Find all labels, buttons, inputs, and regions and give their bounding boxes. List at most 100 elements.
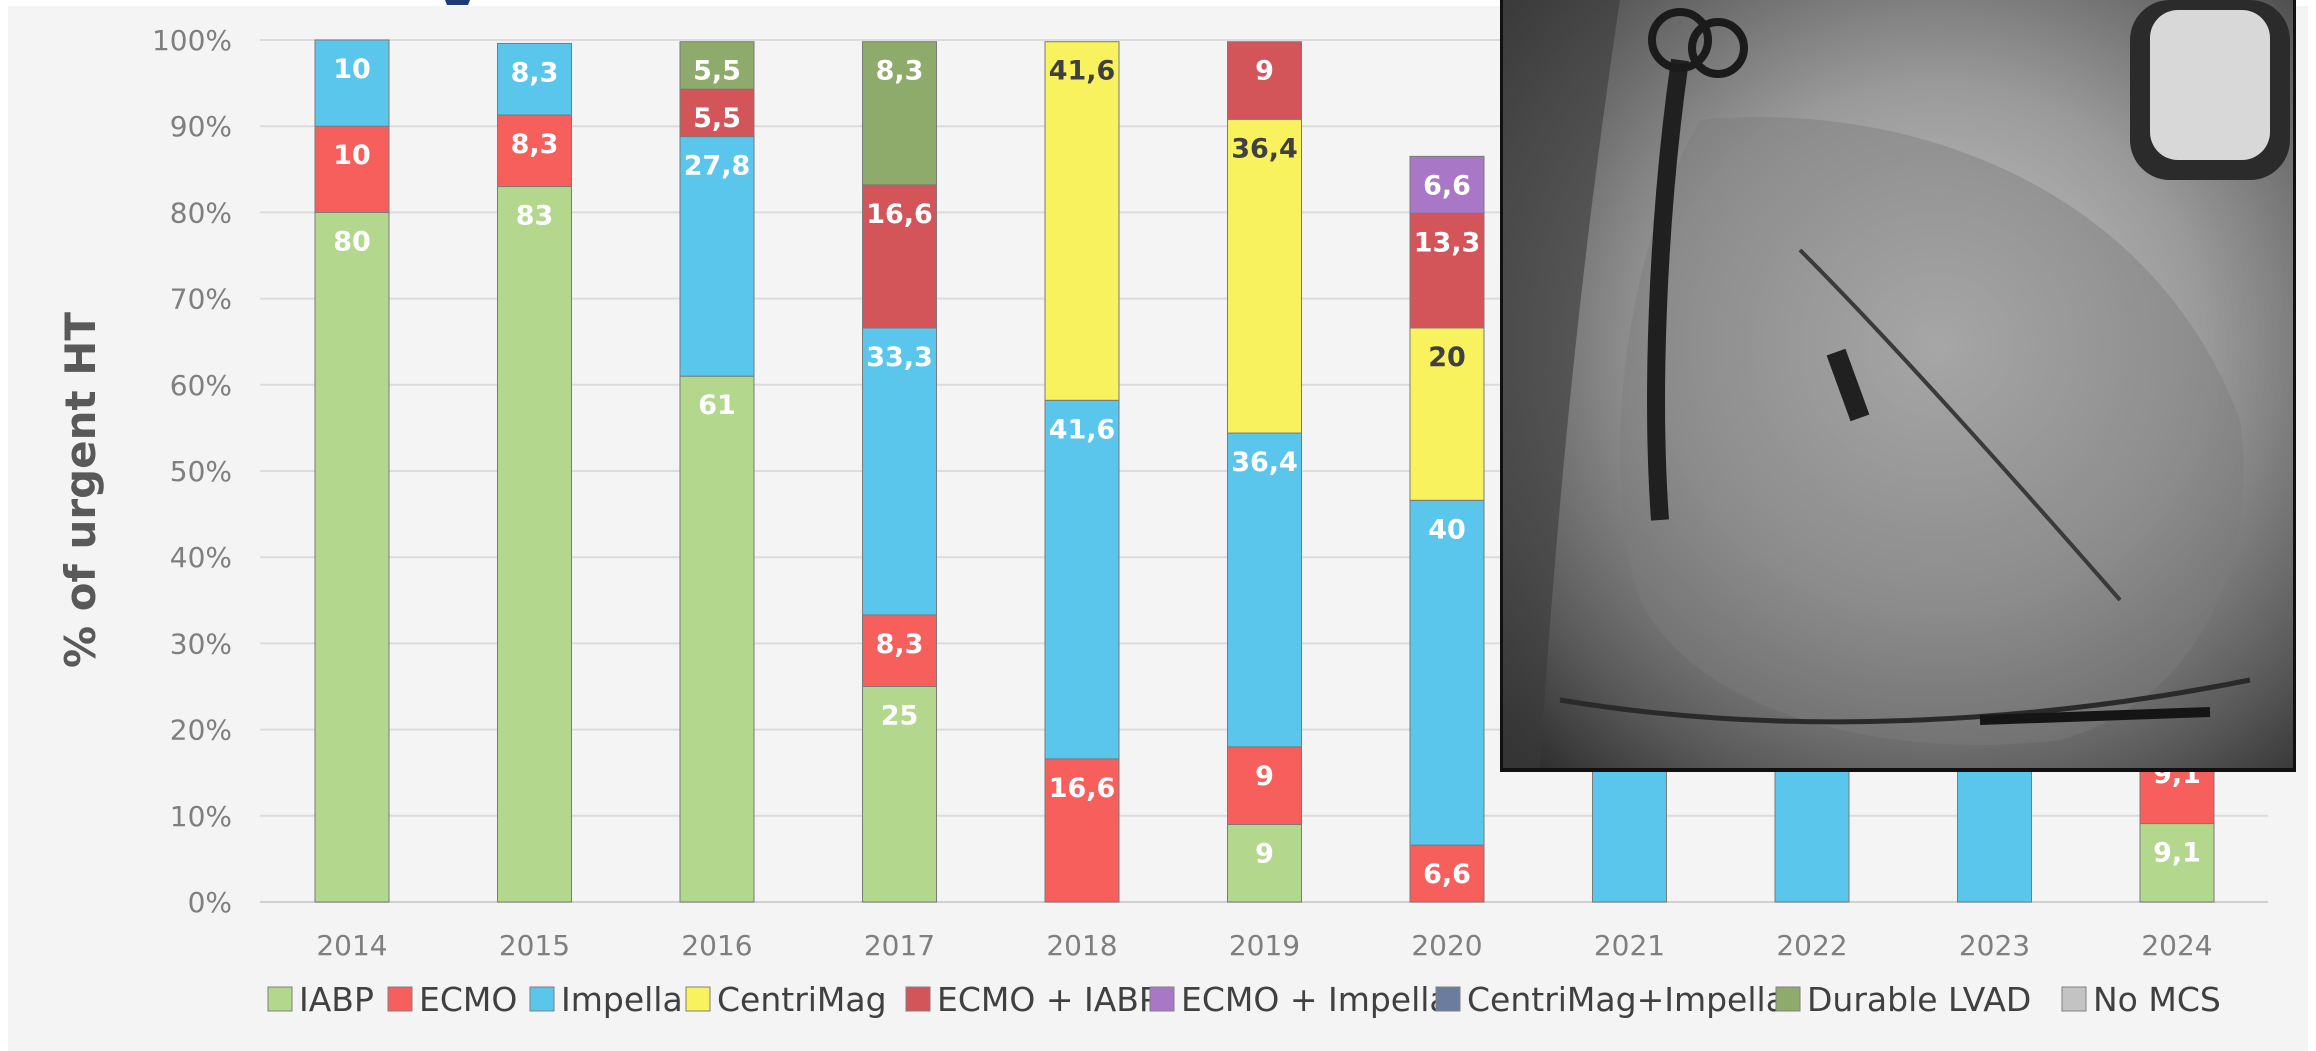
segment-value-label: 8,3 <box>876 629 924 660</box>
x-tick-label: 2015 <box>499 929 570 962</box>
legend-entry: ECMO + IABP <box>937 980 1159 1019</box>
bar-segment <box>497 42 572 116</box>
x-tick-label: 2018 <box>1046 929 1117 962</box>
legend-swatch <box>267 986 293 1012</box>
x-tick-label: 2014 <box>316 929 387 962</box>
segment-value-label: 61 <box>698 390 736 421</box>
bar-segment <box>1409 844 1485 903</box>
bar-segment <box>1044 758 1120 903</box>
legend-entry: No MCS <box>2093 980 2221 1019</box>
segment-value-label: 16,6 <box>866 199 933 230</box>
y-axis-label: % of urgent HT <box>56 312 105 668</box>
segment-value-label: 8,3 <box>511 129 559 160</box>
bar-segment <box>862 614 937 687</box>
legend: IABP ECMO Impella CentriMag ECMO + IABP ECMO … <box>267 980 2221 1019</box>
segment-value-label: 5,5 <box>693 56 741 87</box>
bar-segment <box>1227 41 1302 120</box>
x-tick-label: 2020 <box>1411 929 1482 962</box>
xray-scissor-ring-1 <box>1648 8 1712 72</box>
y-tick-label: 0% <box>188 886 232 919</box>
x-tick-label: 2021 <box>1594 929 1665 962</box>
bar-segment <box>862 41 937 186</box>
legend-entry: ECMO + Impella <box>1181 980 1450 1019</box>
legend-swatch <box>529 986 555 1012</box>
y-tick-label: 20% <box>170 714 232 747</box>
segment-value-label: 41,6 <box>1049 414 1116 445</box>
y-tick-label: 40% <box>170 541 232 574</box>
legend-swatch <box>685 986 711 1012</box>
bar-segment <box>1044 399 1120 760</box>
segment-value-label: 6,6 <box>1423 170 1471 201</box>
x-tick-label: 2019 <box>1229 929 1300 962</box>
y-tick-label: 70% <box>170 283 232 316</box>
xray-heart-shadow <box>1620 117 2244 745</box>
segment-value-label: 5,5 <box>693 103 741 134</box>
title-strip <box>8 0 2308 6</box>
bar-segment <box>679 41 755 90</box>
bar-segment <box>2139 823 2215 903</box>
y-tick-label: 60% <box>170 369 232 402</box>
segment-value-label: 83 <box>516 201 554 232</box>
segment-value-label: 13,3 <box>1414 227 1481 258</box>
y-tick-label: 30% <box>170 627 232 660</box>
y-tick-label: 80% <box>170 196 232 229</box>
xray-catheter-3 <box>1979 707 2211 725</box>
segment-value-label: 41,6 <box>1049 56 1116 87</box>
bar-segment <box>1409 212 1485 329</box>
bar-segment <box>314 39 390 127</box>
x-tick-label: 2016 <box>681 929 752 962</box>
bar-segment <box>1044 41 1120 401</box>
legend-entry: ECMO <box>419 980 517 1019</box>
x-axis-ticks: 2014 2015 2016 2017 2018 2019 2020 2021 2022 2023… <box>316 929 2212 962</box>
segment-value-label: 8,3 <box>876 56 924 87</box>
x-tick-label: 2023 <box>1959 929 2030 962</box>
segment-value-label: 36,4 <box>1231 133 1298 164</box>
segment-value-label: 9,1 <box>2153 838 2201 869</box>
title-fragment <box>445 0 470 5</box>
segment-value-label: 6,6 <box>1423 859 1471 890</box>
bar-segment <box>679 136 755 377</box>
xray-catheter-1 <box>1559 677 2251 725</box>
xray-scissor-ring-2 <box>1688 18 1748 78</box>
segment-value-label: 9 <box>1255 838 1274 869</box>
x-tick-label: 2024 <box>2141 929 2212 962</box>
segment-value-label: 80 <box>333 226 371 257</box>
y-tick-label: 90% <box>170 110 232 143</box>
y-tick-label: 50% <box>170 455 232 488</box>
legend-swatch <box>387 986 413 1012</box>
bar-segment <box>679 375 755 903</box>
bar-segment <box>1227 746 1302 825</box>
segment-value-label: 20 <box>1428 342 1466 373</box>
legend-swatch <box>905 986 931 1012</box>
xray-pacemaker-inner <box>2150 10 2270 160</box>
xray-device <box>1826 348 1870 422</box>
bar-segment <box>1409 327 1485 501</box>
segment-value-label: 10 <box>333 54 371 85</box>
xray-catheter-2 <box>1798 248 2122 602</box>
legend-swatch <box>1775 986 1801 1012</box>
legend-swatch <box>2061 986 2087 1012</box>
legend-entry: Durable LVAD <box>1807 980 2031 1019</box>
segment-value-label: 16,6 <box>1049 773 1116 804</box>
segment-value-label: 25 <box>881 701 919 732</box>
legend-swatch <box>1149 986 1175 1012</box>
xray-lead-wire <box>1647 58 1689 521</box>
legend-swatch <box>1435 986 1461 1012</box>
bar-segment <box>497 186 572 903</box>
bar-segment <box>1409 155 1485 214</box>
bar-segment <box>497 114 572 188</box>
y-tick-label: 10% <box>170 800 232 833</box>
xray-shadow-left <box>1503 0 1620 768</box>
bar-segment <box>1227 118 1302 434</box>
x-tick-label: 2017 <box>864 929 935 962</box>
y-tick-label: 100% <box>152 24 232 57</box>
segment-value-label: 27,8 <box>684 151 751 182</box>
bar-segment <box>679 88 755 138</box>
bar-segment <box>1409 499 1485 846</box>
bar-segment <box>314 211 390 903</box>
bar-segment <box>314 125 390 213</box>
legend-entry: CentriMag <box>717 980 887 1019</box>
segment-value-label: 9 <box>1255 56 1274 87</box>
segment-value-label: 9 <box>1255 761 1274 792</box>
